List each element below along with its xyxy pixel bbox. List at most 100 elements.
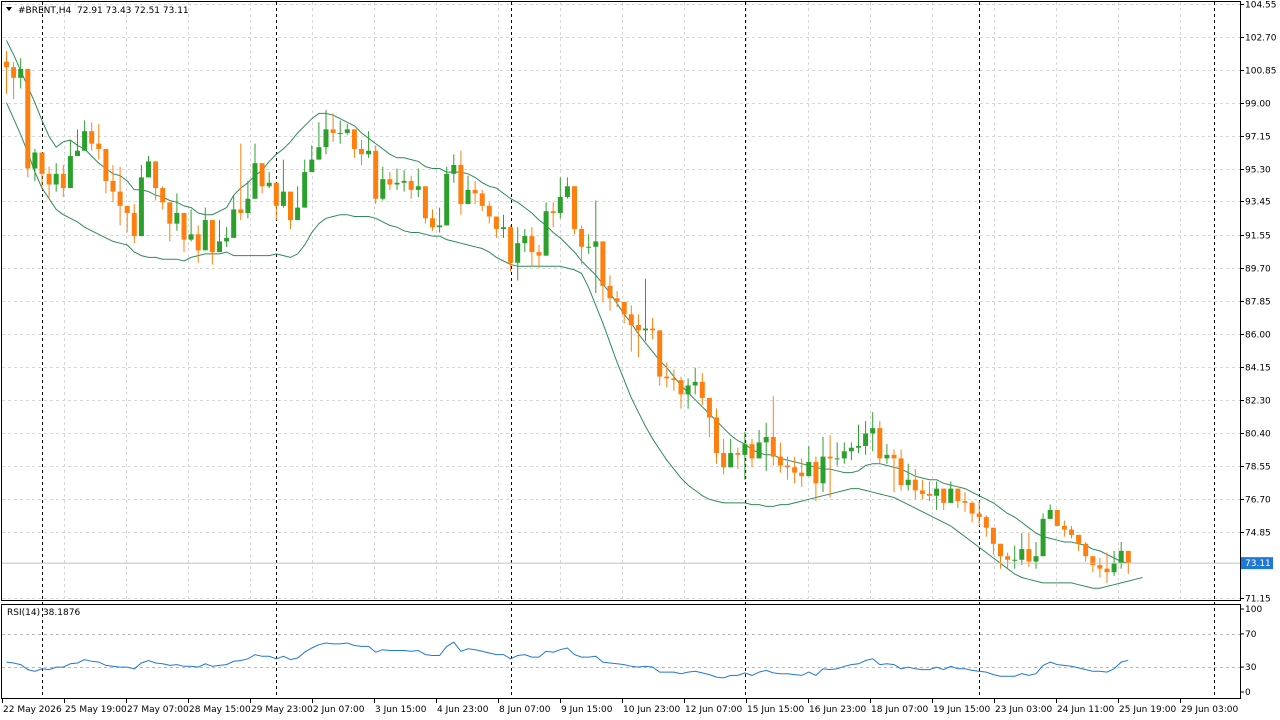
candle[interactable] xyxy=(508,225,514,272)
candle[interactable] xyxy=(316,122,322,160)
candle[interactable] xyxy=(401,170,407,192)
candle[interactable] xyxy=(884,444,890,464)
candle[interactable] xyxy=(330,113,336,142)
candle[interactable] xyxy=(614,291,620,308)
candle[interactable] xyxy=(1040,513,1046,557)
candle[interactable] xyxy=(841,442,847,464)
candle[interactable] xyxy=(245,180,251,219)
candle[interactable] xyxy=(373,145,379,205)
candle[interactable] xyxy=(692,367,698,395)
candle[interactable] xyxy=(557,177,563,219)
candle[interactable] xyxy=(948,481,954,503)
candle[interactable] xyxy=(572,186,577,235)
candle[interactable] xyxy=(493,216,499,238)
candle[interactable] xyxy=(856,424,861,454)
candle[interactable] xyxy=(380,166,386,201)
symbol-dropdown-icon[interactable] xyxy=(6,7,12,11)
candle[interactable] xyxy=(486,202,492,224)
candle[interactable] xyxy=(685,378,691,409)
candle[interactable] xyxy=(1104,552,1110,583)
candle[interactable] xyxy=(600,241,606,302)
candle[interactable] xyxy=(593,200,599,293)
candle[interactable] xyxy=(728,438,734,468)
candle[interactable] xyxy=(359,140,364,165)
candle[interactable] xyxy=(983,515,989,537)
candle[interactable] xyxy=(550,202,556,228)
candle[interactable] xyxy=(295,186,301,221)
candle[interactable] xyxy=(103,148,109,194)
candle[interactable] xyxy=(252,143,258,199)
candle[interactable] xyxy=(202,207,208,251)
candle[interactable] xyxy=(110,164,116,203)
candle[interactable] xyxy=(1012,545,1018,569)
candle[interactable] xyxy=(1097,557,1103,578)
candle[interactable] xyxy=(430,209,435,231)
candle[interactable] xyxy=(898,449,904,491)
candle[interactable] xyxy=(387,172,393,190)
candle[interactable] xyxy=(763,422,769,471)
candle[interactable] xyxy=(650,317,656,340)
candle[interactable] xyxy=(799,458,805,487)
candle[interactable] xyxy=(522,228,528,253)
candle[interactable] xyxy=(415,168,421,197)
candle[interactable] xyxy=(927,481,932,502)
candle[interactable] xyxy=(827,435,833,498)
candle[interactable] xyxy=(195,225,201,263)
candle[interactable] xyxy=(465,175,471,205)
candle[interactable] xyxy=(160,186,166,210)
candle[interactable] xyxy=(451,154,457,183)
candle[interactable] xyxy=(138,164,144,237)
candle[interactable] xyxy=(536,244,542,269)
candle[interactable] xyxy=(1019,533,1025,566)
candle[interactable] xyxy=(579,225,585,265)
candle[interactable] xyxy=(749,438,755,468)
candle[interactable] xyxy=(53,163,59,192)
candle[interactable] xyxy=(905,463,911,491)
candle[interactable] xyxy=(735,447,741,470)
candle[interactable] xyxy=(11,61,17,100)
candle[interactable] xyxy=(422,186,428,224)
candle[interactable] xyxy=(990,527,996,555)
candle[interactable] xyxy=(479,189,485,212)
candle[interactable] xyxy=(25,68,31,178)
candle[interactable] xyxy=(458,150,464,215)
candle[interactable] xyxy=(1069,525,1074,539)
candle[interactable] xyxy=(785,456,790,480)
candle[interactable] xyxy=(209,220,215,265)
candle[interactable] xyxy=(153,161,159,201)
candle[interactable] xyxy=(1090,556,1096,573)
candle[interactable] xyxy=(60,164,66,197)
candle[interactable] xyxy=(4,51,9,94)
candle[interactable] xyxy=(1047,504,1053,519)
candle[interactable] xyxy=(998,543,1003,569)
candle[interactable] xyxy=(288,191,293,229)
candle[interactable] xyxy=(75,129,80,157)
candle[interactable] xyxy=(621,301,627,324)
candle[interactable] xyxy=(302,159,308,208)
candle[interactable] xyxy=(813,456,819,502)
candle[interactable] xyxy=(89,122,95,151)
candle[interactable] xyxy=(117,166,123,226)
candle[interactable] xyxy=(344,124,350,135)
candle[interactable] xyxy=(224,227,230,247)
candle[interactable] xyxy=(273,182,279,221)
candle[interactable] xyxy=(806,445,812,477)
candle[interactable] xyxy=(167,202,173,242)
candle[interactable] xyxy=(643,278,648,342)
candle[interactable] xyxy=(501,214,506,238)
candle[interactable] xyxy=(1125,550,1131,574)
candle[interactable] xyxy=(32,148,38,181)
candle[interactable] xyxy=(309,145,315,173)
candle[interactable] xyxy=(188,209,194,242)
candle[interactable] xyxy=(238,143,244,221)
candle[interactable] xyxy=(444,166,450,226)
candle[interactable] xyxy=(337,120,343,144)
candle[interactable] xyxy=(231,195,237,238)
candle[interactable] xyxy=(217,220,222,253)
candle[interactable] xyxy=(671,369,677,391)
candle[interactable] xyxy=(934,481,940,510)
candle[interactable] xyxy=(891,449,897,493)
candle[interactable] xyxy=(131,204,137,244)
candle[interactable] xyxy=(39,152,45,189)
